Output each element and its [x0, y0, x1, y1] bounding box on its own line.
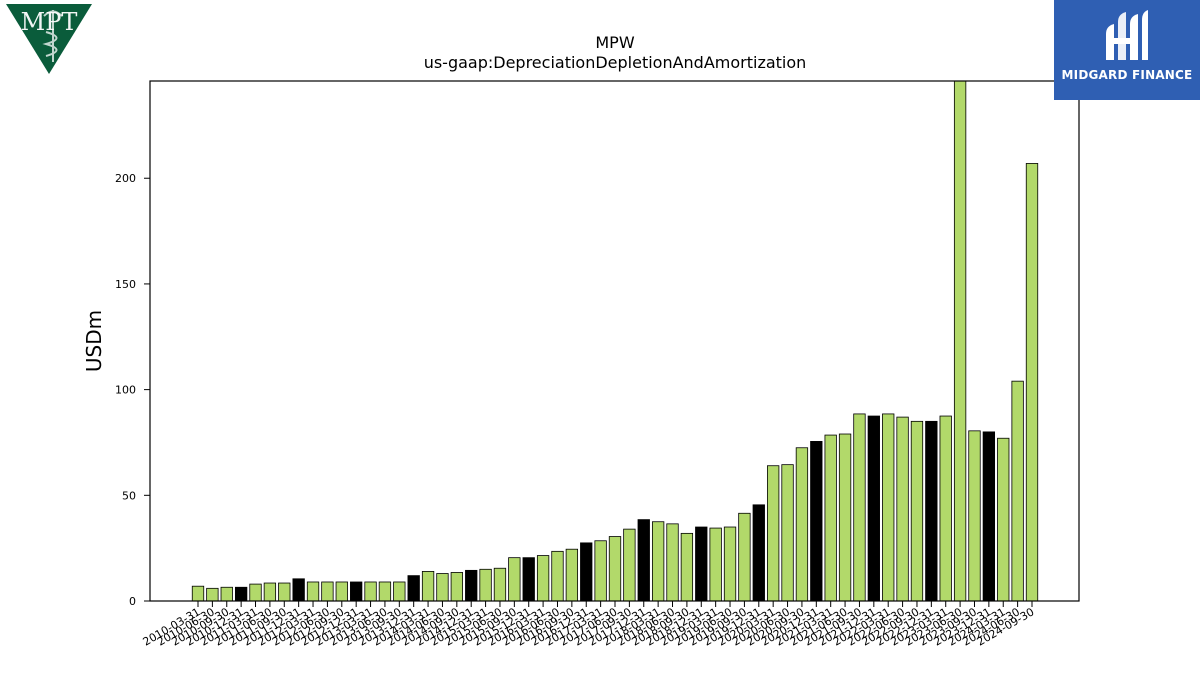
bar-2011-06-30 — [263, 582, 277, 602]
bar-2010-09-30 — [220, 586, 233, 602]
y-tick-label: 200 — [115, 172, 136, 185]
company-logo: MPT — [6, 4, 92, 76]
bar-2012-03-31 — [306, 581, 320, 602]
bar-2018-03-31 — [651, 521, 665, 602]
bar-2020-03-31 — [767, 465, 780, 602]
bar-2016-09-30 — [565, 548, 579, 602]
bar-2020-06-30 — [781, 464, 794, 602]
chart-subtitle: us-gaap:DepreciationDepletionAndAmortiza… — [424, 53, 807, 72]
bar-2014-12-31 — [465, 569, 478, 602]
y-tick-label: 150 — [115, 278, 136, 291]
bar-2012-12-31 — [350, 581, 363, 602]
bar-2024-06-30 — [1011, 380, 1024, 602]
bar-2013-09-30 — [393, 581, 406, 602]
bar-2019-09-30 — [738, 512, 751, 602]
y-tick-label: 100 — [115, 384, 136, 397]
bar-2022-03-31 — [882, 413, 895, 602]
bar-2010-03-31 — [191, 585, 205, 602]
bar-2023-12-31 — [982, 431, 996, 602]
y-axis: 0 50 100 150 200 — [115, 172, 150, 608]
bar-2010-06-30 — [206, 587, 219, 602]
bar-2024-03-31 — [997, 437, 1010, 602]
bar-2012-09-30 — [335, 581, 348, 602]
bar-2022-09-30 — [910, 420, 924, 602]
bar-2010-12-31 — [234, 586, 248, 602]
bar-2022-06-30 — [896, 416, 909, 602]
bar-2013-12-31 — [407, 575, 420, 602]
x-axis: 2010-03-312010-06-302010-09-302010-12-31… — [141, 601, 1037, 649]
brand-logo: MIDGARD FINANCE — [1054, 0, 1200, 100]
bar-2015-12-31 — [522, 557, 535, 602]
bar-2015-03-31 — [479, 568, 492, 602]
bar-2021-03-31 — [824, 434, 837, 602]
bar-2020-12-31 — [810, 441, 823, 602]
bar-2018-09-30 — [680, 532, 694, 602]
caduceus-icon — [42, 10, 63, 62]
y-tick-label: 50 — [122, 489, 136, 502]
bar-2012-06-30 — [321, 581, 334, 602]
bar-2014-06-30 — [436, 573, 449, 602]
bar-2018-12-31 — [695, 526, 708, 602]
bar-2019-06-30 — [723, 526, 737, 602]
chart-title: MPW — [595, 33, 634, 52]
bar-2017-12-31 — [637, 519, 650, 602]
bars-group — [191, 80, 1039, 602]
bar-2016-12-31 — [580, 542, 593, 602]
bar-2013-03-31 — [364, 581, 377, 602]
bar-2022-12-31 — [925, 420, 938, 602]
bar-2020-09-30 — [795, 447, 809, 602]
bar-2023-06-30 — [953, 80, 967, 602]
bar-2017-09-30 — [623, 528, 636, 602]
bar-2015-09-30 — [508, 557, 521, 602]
company-logo-triangle — [6, 4, 92, 74]
y-axis-label: USDm — [82, 310, 106, 372]
bar-2015-06-30 — [493, 567, 507, 602]
brand-logo-text: MIDGARD FINANCE — [1061, 68, 1193, 82]
bar-2014-03-31 — [421, 571, 435, 602]
bar-2018-06-30 — [666, 523, 679, 602]
bar-2017-06-30 — [608, 536, 622, 602]
bar-2019-12-31 — [752, 504, 765, 602]
bar-2024-09-30 — [1025, 163, 1039, 602]
bar-2021-09-30 — [853, 413, 866, 602]
bar-2013-06-30 — [378, 581, 392, 602]
bar-2023-03-31 — [939, 415, 952, 602]
bar-2016-03-31 — [536, 555, 550, 602]
bar-2023-09-30 — [968, 430, 981, 602]
y-tick-label: 0 — [129, 595, 136, 608]
bar-2011-09-30 — [278, 582, 291, 602]
plot-frame — [149, 80, 1080, 602]
bar-2017-03-31 — [594, 540, 607, 602]
bar-2021-06-30 — [838, 433, 852, 602]
bar-2014-09-30 — [450, 572, 463, 602]
midgard-mark-icon — [1106, 10, 1148, 60]
bar-2016-06-30 — [551, 550, 564, 602]
bar-2011-12-31 — [292, 578, 305, 602]
bar-2019-03-31 — [709, 527, 722, 602]
bar-2011-03-31 — [249, 583, 262, 602]
bar-2021-12-31 — [867, 415, 880, 602]
